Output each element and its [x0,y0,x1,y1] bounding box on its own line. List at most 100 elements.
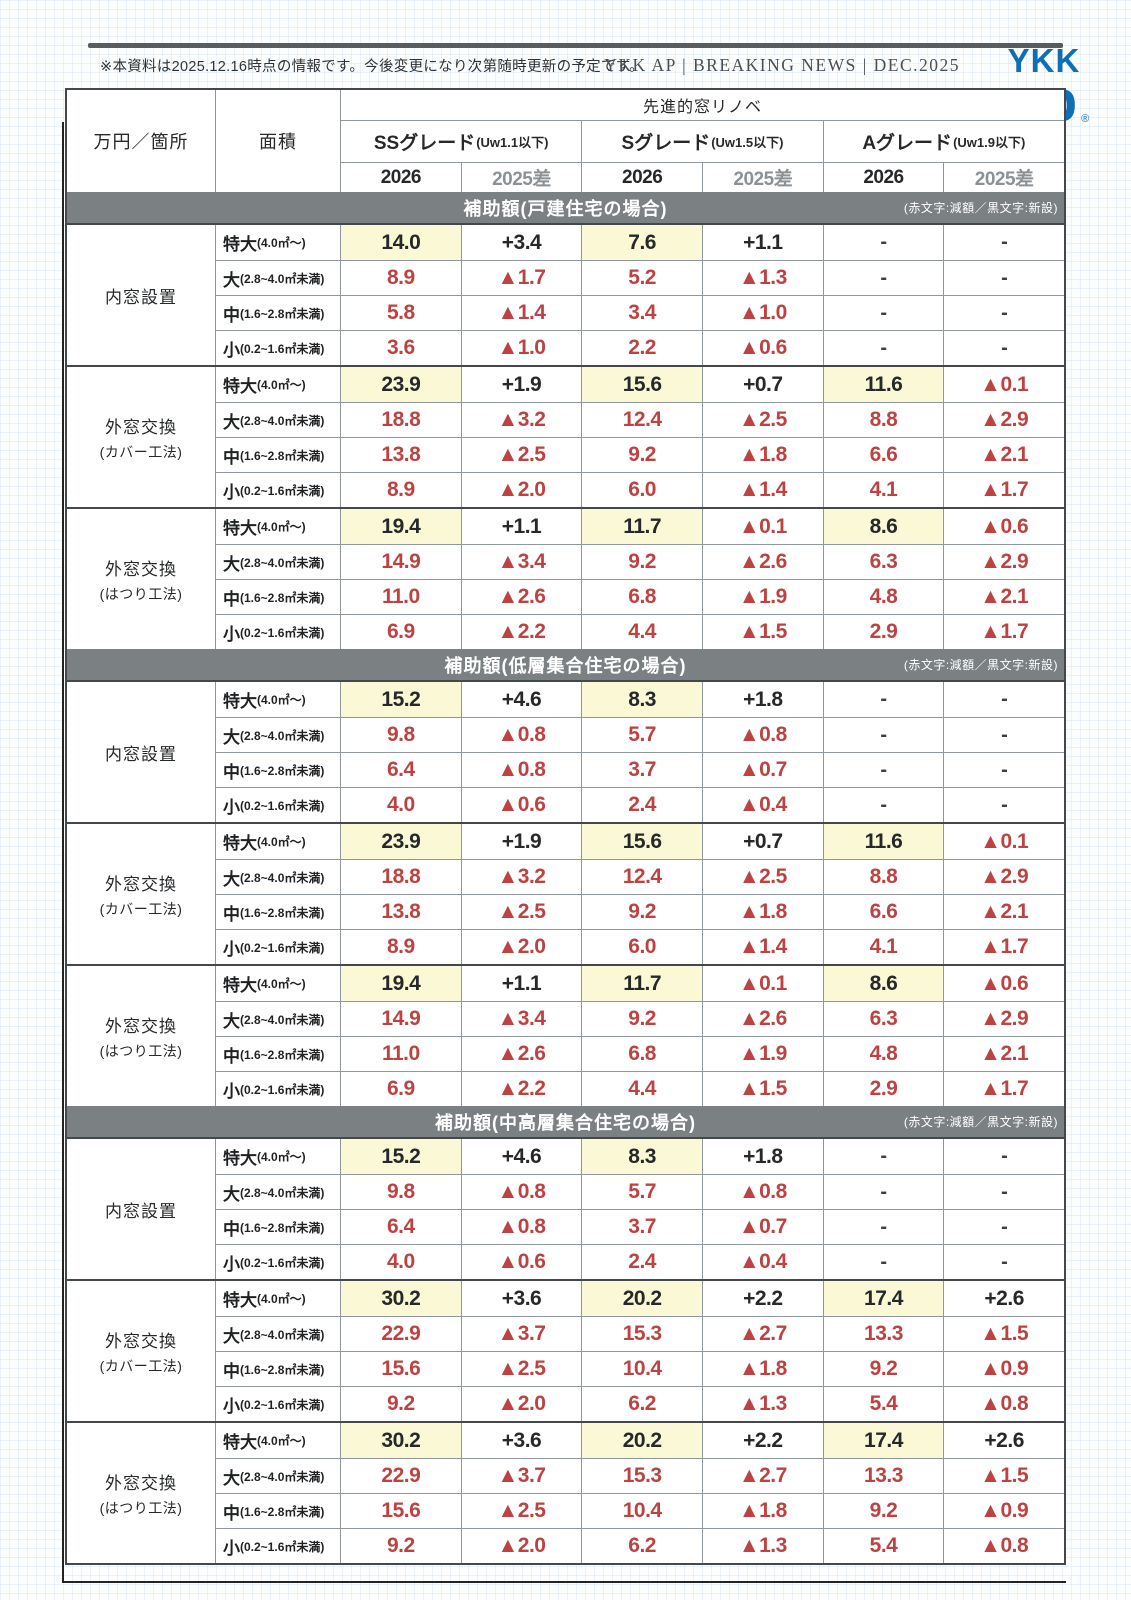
value-cell: - [943,1139,1064,1174]
value-cell: ▲3.7 [460,1458,582,1493]
size-range: (4.0㎡～) [257,1150,306,1164]
value-cell: 8.3 [581,682,702,717]
value-cell: ▲3.2 [460,859,582,894]
value-cell: - [822,717,944,752]
value-cell: +3.4 [460,225,582,260]
value-cell: +2.6 [943,1281,1064,1316]
value-cell: - [822,330,944,365]
value-cell: 6.3 [822,1001,944,1036]
measure-group: 外窓交換 (はつり工法) 特大 (4.0㎡～) 30.2 +3.6 20.2 +2.2 17.4… [67,1421,1064,1563]
value-cell: ▲1.7 [943,929,1064,964]
value-cell: - [822,225,944,260]
grade-a-uw: (Uw1.9以下) [953,135,1026,150]
measure-group: 外窓交換 (カバー工法) 特大 (4.0㎡～) 23.9 +1.9 15.6 +0.7 11.6… [67,365,1064,507]
size-name: 特大 [223,1433,257,1452]
size-label: 小 (0.2~1.6㎡未満) [215,787,340,822]
value-cell: ▲1.3 [701,1386,823,1421]
measure-group: 外窓交換 (はつり工法) 特大 (4.0㎡～) 19.4 +1.1 11.7 ▲0.1 8.6 ▲… [67,964,1064,1106]
registered-mark: ® [1081,113,1091,126]
category-method: (はつり工法) [99,1042,183,1059]
section-title: 補助額(戸建住宅の場合) [463,198,668,219]
size-label: 大 (2.8~4.0㎡未満) [215,717,340,752]
value-cell: 4.0 [340,787,461,822]
value-cell: ▲0.1 [701,966,823,1001]
value-cell: 6.8 [581,579,702,614]
size-range: (4.0㎡～) [257,520,306,534]
value-cell: 20.2 [581,1423,702,1458]
value-cell: 11.0 [340,579,461,614]
size-label: 特大 (4.0㎡～) [215,1139,340,1174]
size-label: 特大 (4.0㎡～) [215,682,340,717]
size-range: (4.0㎡～) [257,693,306,707]
category-method: (はつり工法) [99,585,183,602]
size-range: (2.8~4.0㎡未満) [240,555,325,570]
category-name: 外窓交換 [105,874,177,894]
measure-group: 外窓交換 (カバー工法) 特大 (4.0㎡～) 23.9 +1.9 15.6 +0.7 11.6… [67,822,1064,964]
table-body: 補助額(戸建住宅の場合) (赤文字:減額／黒文字:新設) 内窓設置 特大 (4.0㎡～)… [67,192,1064,1563]
value-cell: 2.9 [822,614,944,649]
value-cell: 6.0 [581,472,702,507]
table-header: 万円／箇所 面積 先進的窓リノベ SSグレード (Uw1.1以下) Sグレード … [67,90,1064,192]
value-cell: ▲2.0 [460,929,582,964]
value-cell: 13.8 [340,894,461,929]
value-cell: ▲2.9 [943,402,1064,437]
size-range: (0.2~1.6㎡未満) [240,1082,325,1097]
category-method: (カバー工法) [99,1357,183,1374]
value-cell: ▲0.4 [701,787,823,822]
value-cell: 6.2 [581,1386,702,1421]
size-label: 小 (0.2~1.6㎡未満) [215,330,340,365]
category-label: 内窓設置 [67,225,215,365]
value-cell: 13.3 [822,1316,944,1351]
value-cell: - [822,1139,944,1174]
value-cell: ▲1.7 [460,260,582,295]
value-cell: 9.2 [822,1351,944,1386]
value-cell: 2.9 [822,1071,944,1106]
section-header-bar: 補助額(戸建住宅の場合) (赤文字:減額／黒文字:新設) [67,192,1064,223]
grade-s-name: Sグレード [621,133,711,154]
value-cell: 10.4 [581,1351,702,1386]
value-cell: 9.8 [340,1174,461,1209]
size-label: 中 (1.6~2.8㎡未満) [215,894,340,929]
value-cell: 6.9 [340,1071,461,1106]
value-cell: 6.6 [822,894,944,929]
value-cell: ▲0.6 [460,787,582,822]
value-cell: ▲1.8 [701,1351,823,1386]
value-cell: ▲3.2 [460,402,582,437]
value-cell: 6.9 [340,614,461,649]
value-cell: ▲0.1 [701,509,823,544]
size-name: 大 [223,1468,240,1488]
value-cell: 30.2 [340,1423,461,1458]
section-legend: (赤文字:減額／黒文字:新設) [903,201,1058,215]
size-name: 大 [223,270,240,290]
value-cell: - [943,225,1064,260]
value-cell: +1.9 [460,367,582,402]
value-cell: ▲1.3 [701,1528,823,1563]
category-label: 外窓交換 (はつり工法) [67,509,215,649]
value-cell: +1.8 [701,682,823,717]
value-cell: 15.6 [340,1351,461,1386]
category-label: 外窓交換 (カバー工法) [67,824,215,964]
value-cell: 8.8 [822,859,944,894]
size-name: 大 [223,1184,240,1204]
value-cell: ▲2.2 [460,614,582,649]
year-diff-header: 2025差 [943,162,1064,192]
value-cell: +3.6 [460,1281,582,1316]
value-cell: 4.1 [822,929,944,964]
size-name: 中 [223,1046,240,1066]
size-label: 特大 (4.0㎡～) [215,1281,340,1316]
size-name: 中 [223,589,240,609]
size-range: (0.2~1.6㎡未満) [240,940,325,955]
size-name: 小 [223,482,240,502]
value-cell: ▲0.7 [701,752,823,787]
value-cell: 6.2 [581,1528,702,1563]
value-cell: 15.3 [581,1316,702,1351]
size-range: (2.8~4.0㎡未満) [240,1469,325,1484]
size-label: 小 (0.2~1.6㎡未満) [215,1528,340,1563]
size-label: 中 (1.6~2.8㎡未満) [215,1209,340,1244]
size-name: 大 [223,1011,240,1031]
value-cell: 13.3 [822,1458,944,1493]
value-cell: 18.8 [340,859,461,894]
unit-per-location-header: 万円／箇所 [67,90,215,192]
value-cell: 5.7 [581,1174,702,1209]
value-cell: 8.6 [822,509,944,544]
